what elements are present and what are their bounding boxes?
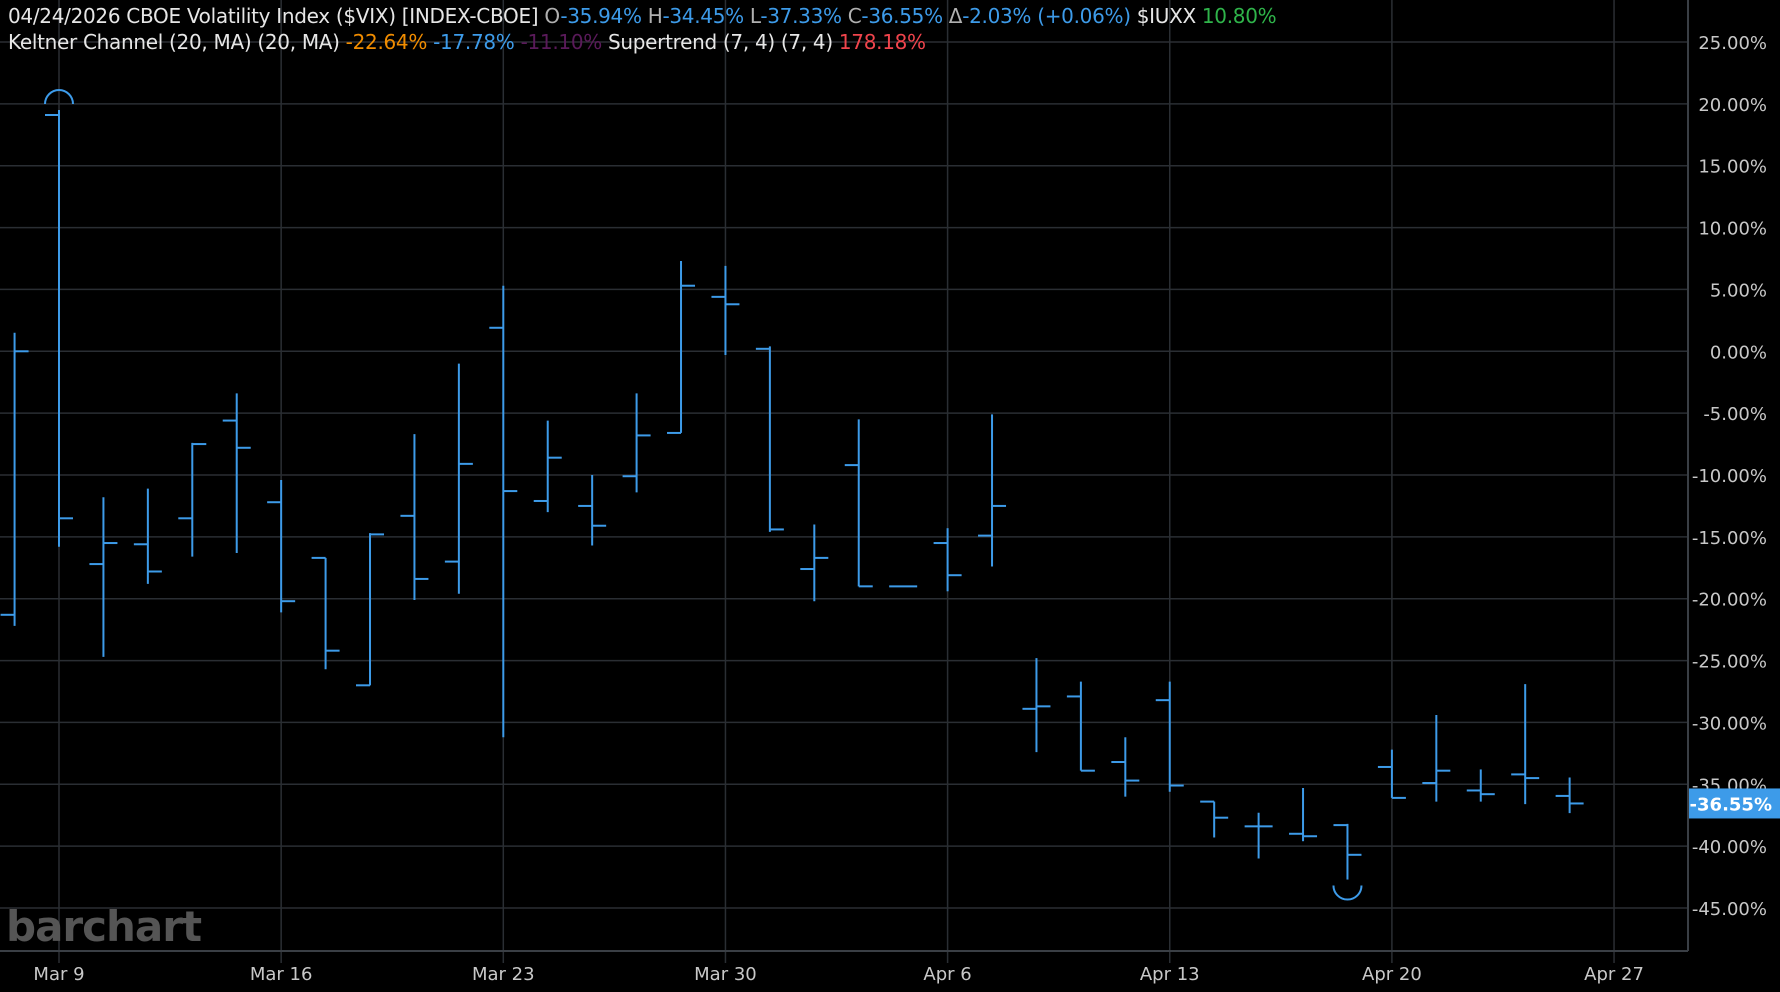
- ohlc-bar: [1022, 658, 1051, 753]
- ohlc-bar: [400, 434, 429, 600]
- ohlc-bar: [578, 475, 607, 546]
- ohlc-bar: [222, 393, 251, 553]
- close-value: -36.55%: [861, 4, 943, 28]
- compare-value: 10.80%: [1201, 4, 1277, 28]
- chart-header: 04/24/2026 CBOE Volatility Index ($VIX) […: [8, 4, 1282, 28]
- close-label: C: [847, 4, 862, 28]
- x-tick-label: Apr 27: [1584, 964, 1644, 985]
- supertrend-name[interactable]: Supertrend (7, 4): [607, 30, 775, 54]
- change-label: Δ: [948, 4, 963, 28]
- compare-symbol[interactable]: $IUXX: [1136, 4, 1196, 28]
- x-tick-label: Mar 23: [472, 964, 535, 985]
- ohlc-bar: [711, 265, 740, 355]
- price-bars: [0, 89, 1584, 901]
- barchart-logo: barchart: [6, 902, 202, 951]
- ohlc-bar: [533, 420, 562, 513]
- symbol-title[interactable]: CBOE Volatility Index ($VIX) [INDEX-CBOE…: [126, 4, 539, 28]
- ohlc-bar: [133, 488, 162, 584]
- ohlc-bar: [311, 556, 340, 670]
- ohlc-bar: [1200, 800, 1229, 838]
- ohlc-bar: [444, 363, 473, 594]
- y-tick-label: -25.00%: [1692, 652, 1767, 673]
- ohlc-bar: [622, 393, 651, 493]
- ohlc-bar: [667, 260, 696, 434]
- ohlc-bar: [800, 524, 829, 602]
- y-tick-label: -40.00%: [1692, 837, 1767, 858]
- change-value: -2.03% (+0.06%): [962, 4, 1131, 28]
- y-tick-label: -20.00%: [1692, 590, 1767, 611]
- y-tick-label: 5.00%: [1710, 280, 1767, 301]
- keltner-mid: -17.78%: [433, 30, 515, 54]
- x-tick-label: Apr 6: [923, 964, 971, 985]
- low-marker-icon: [1332, 885, 1363, 901]
- supertrend-params: (7, 4): [780, 30, 833, 54]
- indicator-legend: Keltner Channel (20, MA) (20, MA) -22.64% …: [8, 30, 932, 54]
- y-tick-label: -5.00%: [1703, 404, 1767, 425]
- x-tick-label: Apr 13: [1140, 964, 1200, 985]
- ohlc-bar: [178, 442, 207, 557]
- ohlc-bar: [45, 110, 73, 547]
- ohlc-bar: [978, 414, 1007, 567]
- y-tick-label: 25.00%: [1698, 33, 1767, 54]
- ohlc-bar: [933, 528, 962, 592]
- ohlc-bar: [1289, 787, 1318, 842]
- low-value: -37.33%: [760, 4, 842, 28]
- keltner-params: (20, MA): [257, 30, 340, 54]
- ohlc-bar: [356, 533, 385, 687]
- y-tick-label: 15.00%: [1698, 157, 1767, 178]
- ohlc-bar: [844, 419, 873, 588]
- x-tick-label: Apr 20: [1362, 964, 1422, 985]
- ohlc-bar: [1466, 769, 1495, 802]
- ohlc-bar: [755, 346, 784, 532]
- ohlc-bar: [1244, 812, 1273, 859]
- keltner-upper: -22.64%: [345, 30, 428, 54]
- ohlc-bar: [1333, 823, 1362, 880]
- x-tick-label: Mar 9: [33, 964, 84, 985]
- open-value: -35.94%: [560, 4, 642, 28]
- ohlc-bar: [1511, 684, 1540, 805]
- ohlc-bar: [1155, 681, 1184, 792]
- ohlc-bar: [89, 497, 118, 657]
- y-tick-label: 10.00%: [1698, 219, 1767, 240]
- last-price-label: -36.55%: [1690, 794, 1772, 815]
- high-marker-icon: [44, 89, 74, 105]
- high-label: H: [647, 4, 663, 28]
- keltner-lower: -11.10%: [520, 30, 603, 54]
- y-tick-label: -10.00%: [1692, 466, 1767, 487]
- x-tick-label: Mar 30: [694, 964, 757, 985]
- ohlc-bar: [1422, 715, 1451, 802]
- y-tick-label: -30.00%: [1692, 713, 1767, 734]
- ohlc-bar: [1066, 681, 1095, 772]
- last-price-badge: [1689, 788, 1780, 819]
- y-tick-label: 0.00%: [1710, 342, 1767, 363]
- y-tick-label: -15.00%: [1692, 528, 1767, 549]
- x-tick-label: Mar 16: [250, 964, 313, 985]
- ohlc-bar: [1555, 777, 1584, 814]
- y-tick-label: 20.00%: [1698, 95, 1767, 116]
- y-tick-label: -45.00%: [1692, 899, 1767, 920]
- keltner-name[interactable]: Keltner Channel (20, MA): [8, 30, 252, 54]
- ohlc-bar: [0, 332, 29, 626]
- ohlc-bar: [1377, 749, 1406, 799]
- high-value: -34.45%: [662, 4, 744, 28]
- open-label: O: [544, 4, 561, 28]
- ohlc-bar: [1111, 737, 1140, 797]
- supertrend-value: 178.18%: [838, 30, 926, 54]
- low-label: L: [749, 4, 761, 28]
- ohlc-bar: [267, 479, 296, 613]
- chart-date: 04/24/2026: [8, 4, 121, 28]
- ohlc-bar: [489, 285, 518, 738]
- grid: [0, 0, 1688, 963]
